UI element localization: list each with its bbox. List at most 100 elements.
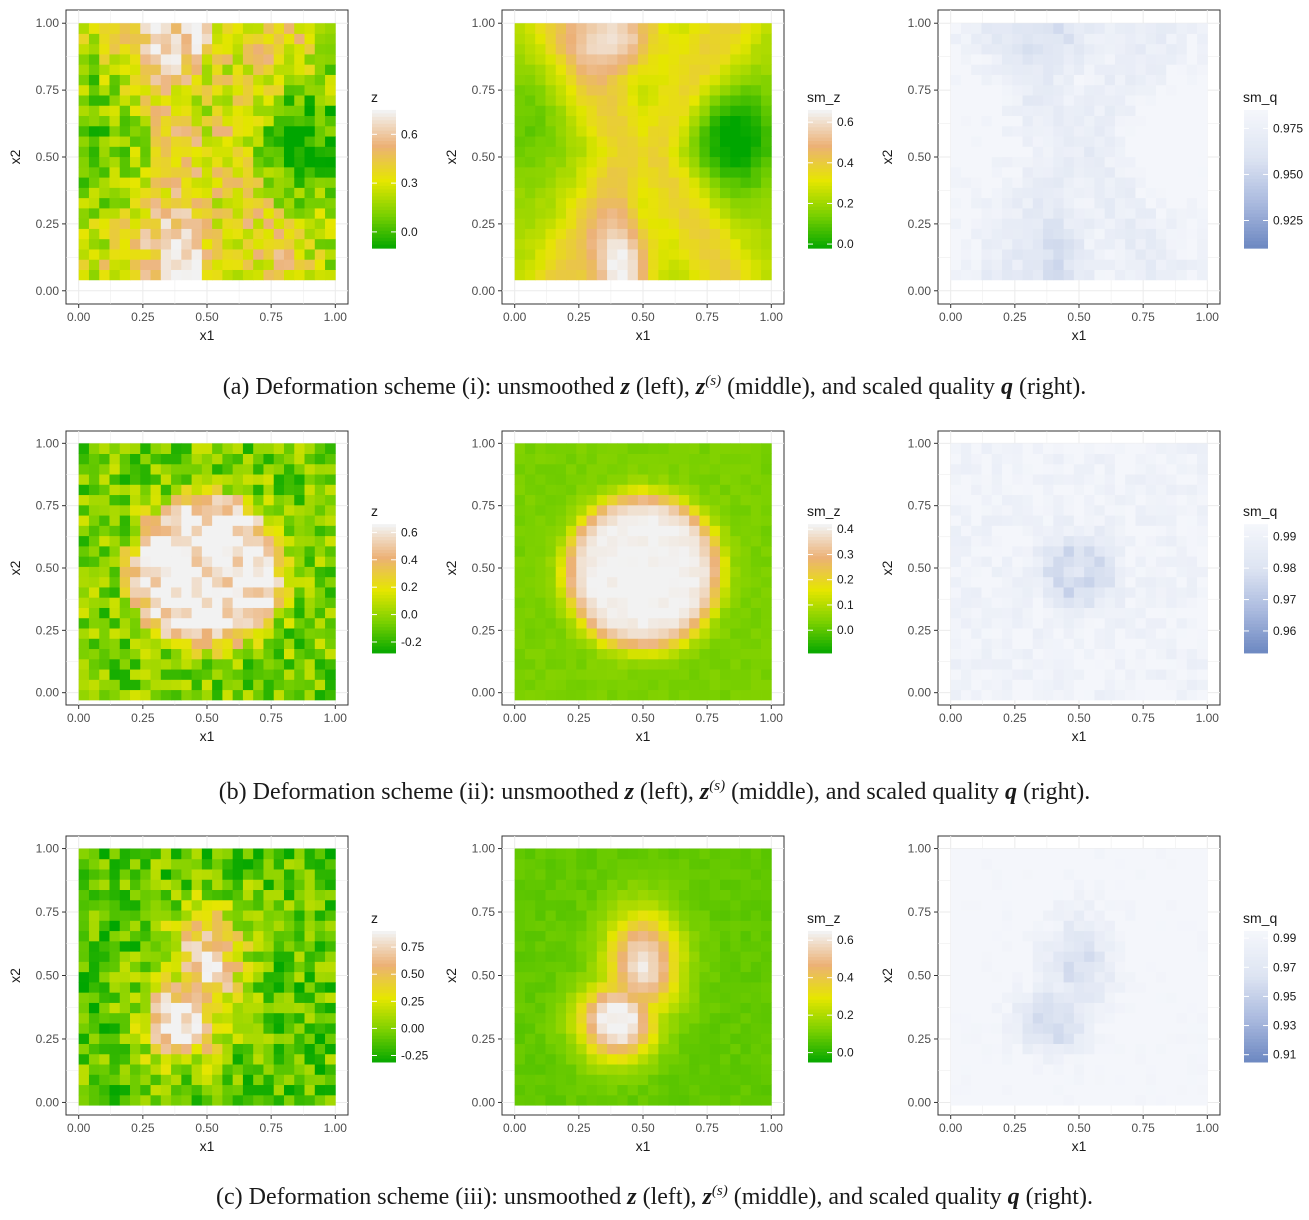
heatmap-cell (1166, 177, 1177, 188)
heatmap-cell (1043, 156, 1054, 168)
heatmap-cell (1197, 587, 1208, 598)
heatmap-cell (1176, 484, 1188, 496)
heatmap-cell (232, 899, 244, 911)
heatmap-cell (181, 971, 193, 983)
heatmap-cell (222, 443, 234, 454)
heatmap-cell (1063, 249, 1075, 260)
heatmap-cell (981, 95, 993, 106)
heatmap-cell (524, 197, 536, 209)
heatmap-cell (627, 463, 639, 475)
heatmap-cell (1186, 84, 1198, 96)
heatmap-cell (253, 597, 264, 608)
heatmap-cell (1063, 74, 1075, 86)
heatmap-cell (119, 679, 131, 691)
heatmap-cell (524, 504, 536, 516)
heatmap-cell (668, 628, 680, 639)
heatmap-cell (637, 658, 649, 670)
heatmap-cell (294, 981, 305, 993)
x-tick-label: 0.50 (631, 711, 655, 725)
heatmap-cell (1114, 125, 1126, 137)
heatmap-cell (1002, 33, 1013, 45)
heatmap-cell (730, 43, 741, 55)
heatmap-cell (627, 617, 639, 629)
heatmap-cell (88, 33, 100, 45)
heatmap-cell (514, 228, 526, 240)
heatmap-cell (719, 474, 731, 485)
heatmap-cell (750, 689, 762, 701)
heatmap-cell (535, 125, 546, 137)
heatmap-cell (314, 910, 326, 921)
heatmap-cell (325, 689, 336, 701)
heatmap-cell (535, 23, 546, 34)
heatmap-cell (1166, 43, 1177, 55)
heatmap-cell (740, 64, 752, 75)
heatmap-cell (304, 869, 316, 880)
heatmap-cell (99, 443, 110, 454)
heatmap-cell (627, 556, 639, 567)
heatmap-cell (960, 658, 972, 670)
heatmap-cell (750, 679, 762, 691)
heatmap-cell (607, 43, 618, 55)
heatmap-cell (78, 1012, 90, 1024)
heatmap-cell (1032, 95, 1044, 106)
heatmap-cell (678, 689, 690, 701)
heatmap-cell (150, 269, 162, 281)
heatmap-cell (535, 238, 546, 250)
heatmap-cell (119, 669, 131, 680)
heatmap-cell (325, 858, 336, 870)
heatmap-cell (232, 515, 244, 526)
heatmap-cell (150, 463, 162, 475)
legend-tick-label: 0.99 (1273, 530, 1297, 544)
heatmap-cell (212, 869, 223, 880)
heatmap-cell (1084, 146, 1095, 158)
heatmap-cell (99, 504, 110, 516)
heatmap-cell (171, 95, 182, 106)
heatmap-cell (263, 981, 275, 993)
heatmap-cell (119, 930, 131, 942)
heatmap-cell (699, 23, 711, 34)
heatmap-cell (88, 1043, 100, 1055)
heatmap-cell (730, 648, 741, 660)
heatmap-cell (648, 679, 659, 691)
heatmap-cell (304, 920, 316, 932)
legend-swatch (1244, 213, 1268, 218)
heatmap-cell (658, 187, 670, 199)
heatmap-cell (242, 136, 254, 147)
heatmap-cell (761, 54, 772, 65)
legend-swatch (372, 192, 396, 197)
heatmap-cell (1176, 443, 1188, 454)
heatmap-cell (171, 638, 182, 650)
heatmap-cell (617, 587, 629, 598)
heatmap-cell (730, 607, 741, 619)
heatmap-cell (181, 474, 193, 485)
heatmap-cell (761, 23, 772, 34)
heatmap-cell (1114, 33, 1126, 45)
heatmap-cell (232, 566, 244, 578)
heatmap-cell (960, 269, 972, 281)
heatmap-cell (294, 494, 305, 506)
heatmap-cell (648, 228, 659, 240)
heatmap-cell (596, 566, 608, 578)
heatmap-cell (325, 981, 336, 993)
heatmap-cell (1063, 33, 1075, 45)
heatmap-cell (273, 515, 285, 526)
heatmap-cell (99, 177, 110, 188)
heatmap-cell (699, 669, 711, 680)
heatmap-cell (740, 628, 752, 639)
heatmap-cell (222, 105, 234, 117)
heatmap-cell (191, 879, 203, 891)
heatmap-cell (514, 689, 526, 701)
heatmap-cell (596, 494, 608, 506)
heatmap-cell (678, 545, 690, 557)
heatmap-cell (1073, 484, 1085, 496)
heatmap-cell (971, 249, 982, 260)
heatmap-cell (325, 920, 336, 932)
heatmap-cell (160, 453, 172, 465)
heatmap-cell (950, 64, 962, 75)
heatmap-cell (99, 961, 110, 973)
heatmap-cell (576, 658, 587, 670)
heatmap-cell (514, 238, 526, 250)
heatmap-cell (1114, 84, 1126, 96)
heatmap-cell (586, 105, 598, 117)
heatmap-cell (109, 1094, 121, 1106)
